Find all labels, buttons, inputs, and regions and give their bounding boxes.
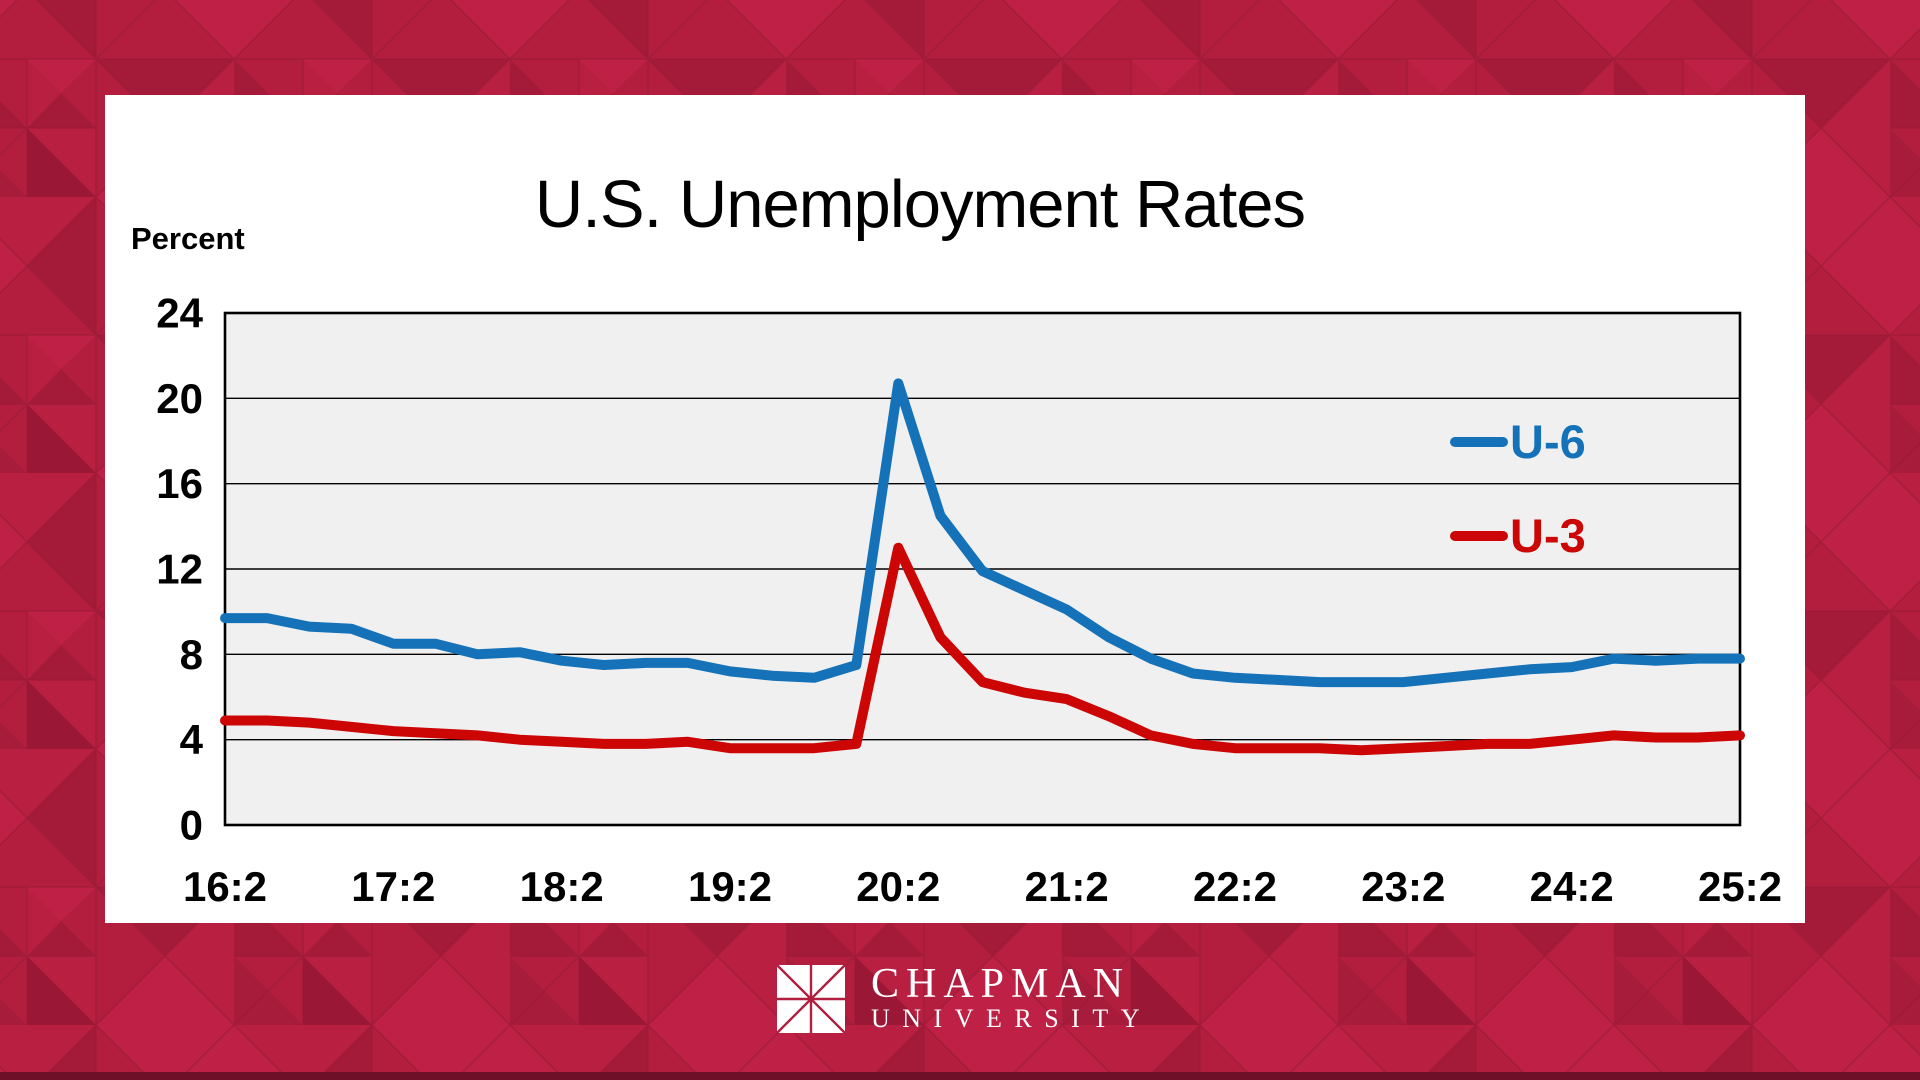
legend-label-u6: U-6 <box>1510 415 1586 468</box>
x-tick-label: 21:2 <box>1025 863 1109 910</box>
y-tick-label: 24 <box>156 290 203 337</box>
x-tick-label: 18:2 <box>520 863 604 910</box>
line-chart: 0 4 8 12 16 20 24 16:2 17:2 18:2 19:2 20:2 21:2 22:2 2… <box>156 290 1782 911</box>
chapman-window-icon <box>777 965 845 1033</box>
u3-line-swatch-icon <box>1450 531 1508 541</box>
x-tick-label: 20:2 <box>856 863 940 910</box>
x-tick-label: 17:2 <box>351 863 435 910</box>
page-title: U.S. Unemployment Rates <box>534 166 1306 242</box>
x-tick-label: 22:2 <box>1193 863 1277 910</box>
y-tick-label: 8 <box>180 631 203 678</box>
y-tick-label: 0 <box>180 802 203 849</box>
legend-label-u3: U-3 <box>1510 509 1586 562</box>
logo-wordmark: CHAPMAN UNIVERSITY <box>871 961 1152 1034</box>
y-tick-label: 12 <box>156 546 203 593</box>
logo-line-university: UNIVERSITY <box>871 1004 1152 1033</box>
y-tick-label: 16 <box>156 460 203 507</box>
x-tick-label: 24:2 <box>1530 863 1614 910</box>
series-line-u-6 <box>220 378 1745 688</box>
x-tick-label: 16:2 <box>183 863 267 910</box>
chapman-university-logo: CHAPMAN UNIVERSITY <box>777 961 1152 1034</box>
bottom-edge-strip <box>0 1072 1920 1080</box>
legend-item-u6: U-6 <box>1450 417 1586 467</box>
x-tick-label: 25:2 <box>1698 863 1782 910</box>
logo-line-chapman: CHAPMAN <box>871 961 1131 1007</box>
series-line-u-3 <box>220 542 1745 756</box>
legend-item-u3: U-3 <box>1450 511 1586 561</box>
x-tick-label: 23:2 <box>1361 863 1445 910</box>
plot-border <box>223 311 1742 827</box>
y-tick-label: 20 <box>156 375 203 422</box>
legend: U-6 U-3 <box>1450 417 1586 605</box>
chart-panel: U.S. Unemployment Rates Percent 0 4 8 12 16 2… <box>105 95 1805 923</box>
y-tick-label: 4 <box>180 716 204 763</box>
x-tick-label: 19:2 <box>688 863 772 910</box>
u6-line-swatch-icon <box>1450 437 1508 447</box>
y-axis-title: Percent <box>131 221 245 256</box>
